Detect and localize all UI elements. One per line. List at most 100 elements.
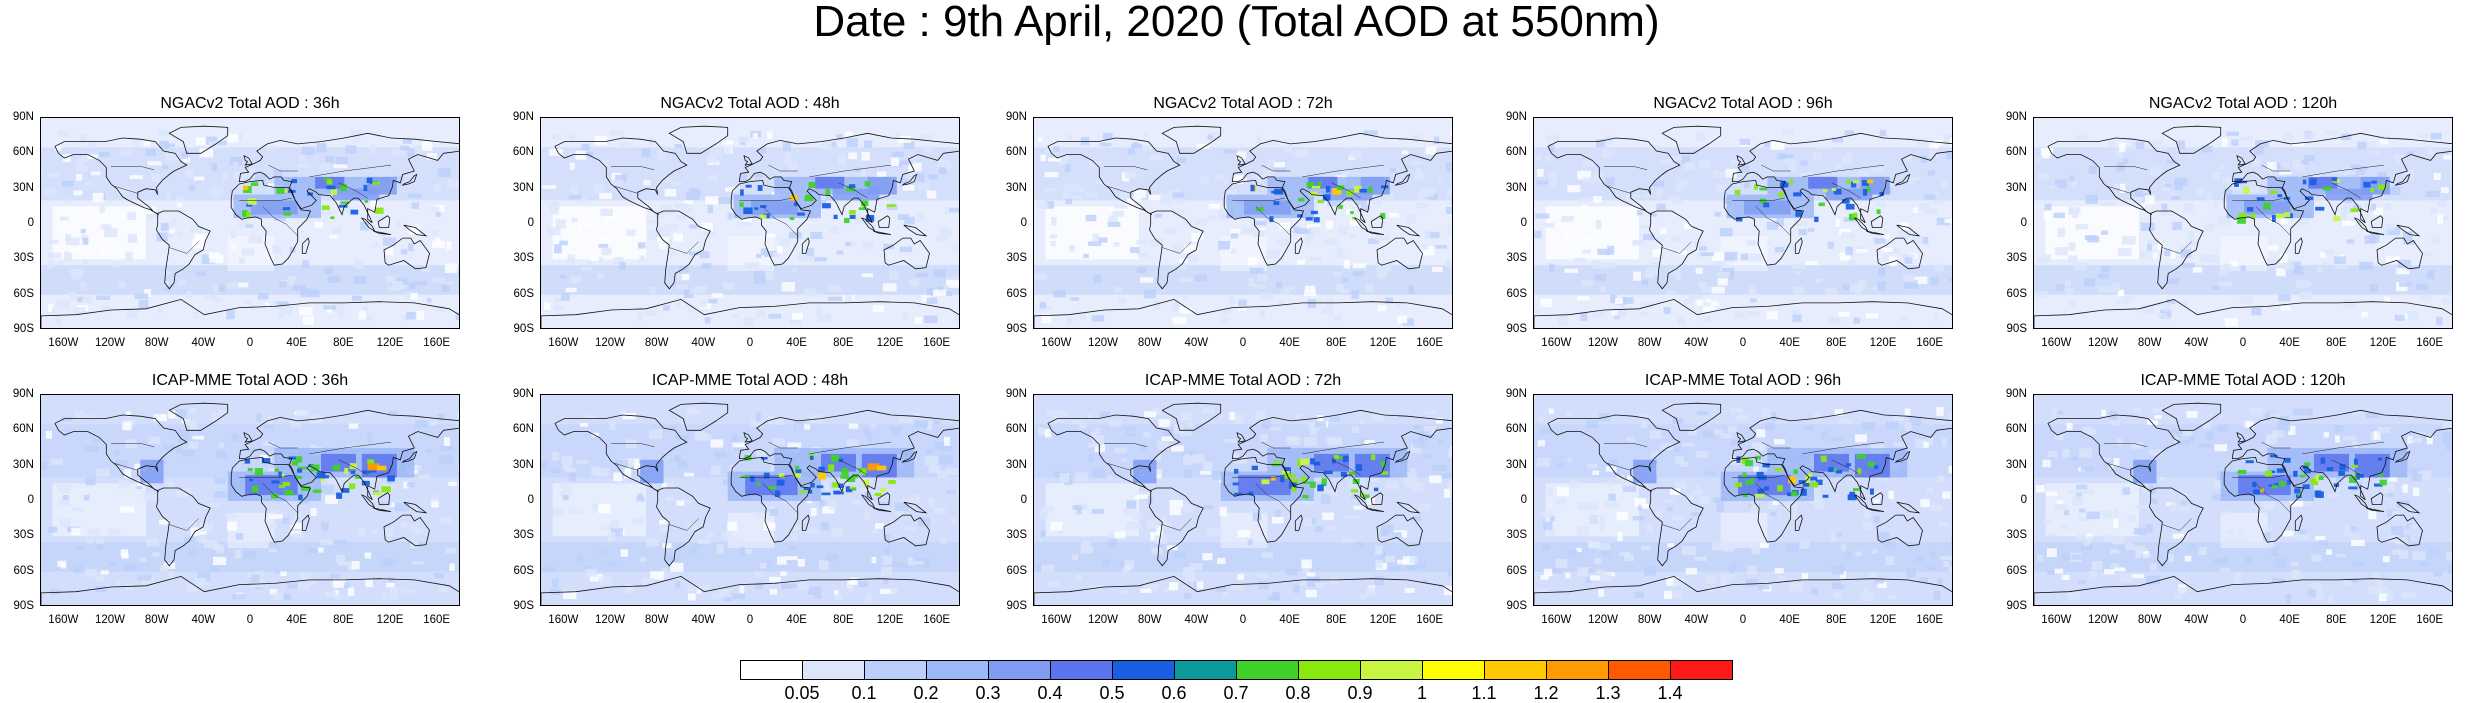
aod-map-svg	[41, 118, 460, 329]
lat-tick-label: 60N	[1993, 423, 2027, 435]
lon-tick-label: 80E	[1314, 337, 1358, 349]
lon-tick-label: 0	[2221, 337, 2265, 349]
aod-map-svg	[541, 395, 960, 606]
colorbar-label: 1	[1400, 684, 1444, 702]
lon-tick-label: 160W	[541, 337, 585, 349]
colorbar-label: 0.1	[842, 684, 886, 702]
lon-tick-label: 160W	[541, 614, 585, 626]
lat-tick-label: 60N	[1993, 146, 2027, 158]
colorbar-label: 0.4	[1028, 684, 1072, 702]
lon-tick-label: 120W	[1581, 614, 1625, 626]
lon-tick-label: 80E	[1314, 614, 1358, 626]
aod-map-svg	[2034, 395, 2453, 606]
lon-tick-label: 80W	[2128, 337, 2172, 349]
colorbar-swatch	[988, 660, 1051, 680]
lon-tick-label: 160E	[1408, 614, 1452, 626]
lat-tick-label: 30S	[1993, 529, 2027, 541]
colorbar-swatch	[1174, 660, 1237, 680]
lon-tick-label: 40W	[681, 614, 725, 626]
lat-tick-label: 60S	[1493, 565, 1527, 577]
lon-tick-label: 120W	[1081, 614, 1125, 626]
colorbar-label: 1.2	[1524, 684, 1568, 702]
lat-tick-label: 90S	[1993, 600, 2027, 612]
colorbar-swatch	[1422, 660, 1485, 680]
lat-tick-label: 30S	[0, 252, 34, 264]
aod-map	[2033, 117, 2453, 329]
lon-tick-label: 0	[2221, 614, 2265, 626]
lon-tick-label: 40E	[2268, 337, 2312, 349]
lat-tick-label: 60S	[0, 288, 34, 300]
aod-map-svg	[1034, 118, 1453, 329]
panel-title: NGACv2 Total AOD : 96h	[1533, 95, 1953, 113]
lat-tick-label: 60N	[0, 146, 34, 158]
lat-tick-label: 90N	[1493, 111, 1527, 123]
aod-map	[540, 117, 960, 329]
lon-tick-label: 80E	[2314, 337, 2358, 349]
aod-map-svg	[41, 395, 460, 606]
lat-tick-label: 90S	[1493, 323, 1527, 335]
lon-tick-label: 160W	[1034, 614, 1078, 626]
lat-tick-label: 90N	[0, 111, 34, 123]
lon-tick-label: 40E	[775, 337, 819, 349]
lon-tick-label: 80W	[135, 337, 179, 349]
colorbar-swatch	[926, 660, 989, 680]
lon-tick-label: 120E	[1361, 337, 1405, 349]
lon-tick-label: 40E	[1768, 614, 1812, 626]
lat-tick-label: 60S	[993, 288, 1027, 300]
lat-tick-label: 30N	[0, 459, 34, 471]
colorbar-swatch	[1112, 660, 1175, 680]
aod-map	[540, 394, 960, 606]
lat-tick-label: 30N	[1993, 459, 2027, 471]
colorbar-label: 1.1	[1462, 684, 1506, 702]
lon-tick-label: 40W	[681, 337, 725, 349]
lon-tick-label: 80E	[821, 337, 865, 349]
colorbar-label: 0.5	[1090, 684, 1134, 702]
lat-tick-label: 0	[993, 217, 1027, 229]
lon-tick-label: 120E	[868, 614, 912, 626]
lat-tick-label: 0	[500, 217, 534, 229]
colorbar-label: 0.7	[1214, 684, 1258, 702]
lon-tick-label: 160W	[1534, 614, 1578, 626]
lon-tick-label: 120E	[368, 614, 412, 626]
lon-tick-label: 160W	[1034, 337, 1078, 349]
lat-tick-label: 60N	[993, 146, 1027, 158]
lon-tick-label: 120E	[1861, 614, 1905, 626]
lon-tick-label: 0	[1721, 614, 1765, 626]
lon-tick-label: 40E	[1268, 337, 1312, 349]
lat-tick-label: 90S	[993, 600, 1027, 612]
lon-tick-label: 40E	[275, 337, 319, 349]
lon-tick-label: 120E	[868, 337, 912, 349]
colorbar-label: 0.05	[780, 684, 824, 702]
aod-map-svg	[1034, 395, 1453, 606]
lat-tick-label: 60S	[500, 288, 534, 300]
lat-tick-label: 0	[0, 217, 34, 229]
lon-tick-label: 120W	[88, 614, 132, 626]
lat-tick-label: 30N	[500, 182, 534, 194]
colorbar-swatch	[740, 660, 803, 680]
lat-tick-label: 60N	[993, 423, 1027, 435]
lat-tick-label: 30S	[993, 529, 1027, 541]
lon-tick-label: 160E	[915, 614, 959, 626]
colorbar-swatch	[1360, 660, 1423, 680]
lat-tick-label: 0	[1993, 494, 2027, 506]
lon-tick-label: 40W	[1674, 337, 1718, 349]
aod-map-svg	[2034, 118, 2453, 329]
colorbar-swatch	[1236, 660, 1299, 680]
panel-title: NGACv2 Total AOD : 72h	[1033, 95, 1453, 113]
lon-tick-label: 120W	[2081, 337, 2125, 349]
lon-tick-label: 40W	[1674, 614, 1718, 626]
lat-tick-label: 90S	[1993, 323, 2027, 335]
lat-tick-label: 60N	[0, 423, 34, 435]
colorbar-label: 0.6	[1152, 684, 1196, 702]
lon-tick-label: 80W	[635, 337, 679, 349]
lat-tick-label: 0	[993, 494, 1027, 506]
lat-tick-label: 0	[1493, 217, 1527, 229]
lon-tick-label: 0	[728, 337, 772, 349]
lon-tick-label: 160E	[1908, 614, 1952, 626]
lon-tick-label: 0	[228, 337, 272, 349]
lon-tick-label: 120E	[1861, 337, 1905, 349]
figure-title: Date : 9th April, 2020 (Total AOD at 550…	[0, 0, 2473, 44]
